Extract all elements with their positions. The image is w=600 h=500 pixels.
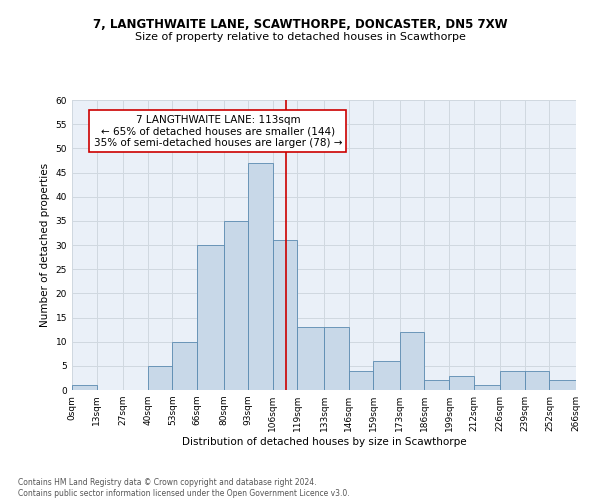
Bar xyxy=(148,366,172,390)
Bar xyxy=(224,221,248,390)
Bar xyxy=(449,376,473,390)
Text: 7, LANGTHWAITE LANE, SCAWTHORPE, DONCASTER, DN5 7XW: 7, LANGTHWAITE LANE, SCAWTHORPE, DONCAST… xyxy=(92,18,508,30)
Bar xyxy=(424,380,449,390)
Bar xyxy=(72,385,97,390)
Text: Contains HM Land Registry data © Crown copyright and database right 2024.
Contai: Contains HM Land Registry data © Crown c… xyxy=(18,478,350,498)
Text: Size of property relative to detached houses in Scawthorpe: Size of property relative to detached ho… xyxy=(134,32,466,42)
Bar xyxy=(525,370,550,390)
Text: 7 LANGTHWAITE LANE: 113sqm
← 65% of detached houses are smaller (144)
35% of sem: 7 LANGTHWAITE LANE: 113sqm ← 65% of deta… xyxy=(94,114,342,148)
Bar xyxy=(197,245,224,390)
Bar xyxy=(172,342,197,390)
Bar xyxy=(349,370,373,390)
Y-axis label: Number of detached properties: Number of detached properties xyxy=(40,163,50,327)
X-axis label: Distribution of detached houses by size in Scawthorpe: Distribution of detached houses by size … xyxy=(182,437,466,447)
Bar xyxy=(400,332,424,390)
Bar xyxy=(550,380,576,390)
Bar xyxy=(500,370,525,390)
Bar xyxy=(273,240,298,390)
Bar xyxy=(298,327,324,390)
Bar xyxy=(324,327,349,390)
Bar xyxy=(373,361,400,390)
Bar xyxy=(248,163,273,390)
Bar xyxy=(473,385,500,390)
